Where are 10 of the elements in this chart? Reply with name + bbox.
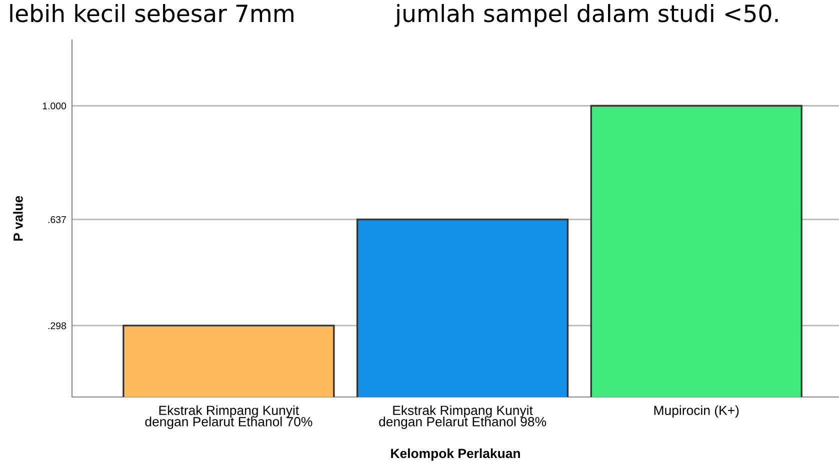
text: lebih kecil sebesar 7mm (10, 4, 294, 22)
x-tick-label: Ekstrak Rimpang Kunyit dengan Pelarut Ethanol 98% (379, 405, 546, 429)
y-tick-label: .298 (48, 322, 66, 330)
y-tick-label: .637 (48, 216, 66, 224)
y-tick-label: 1.000 (42, 102, 66, 110)
x-axis-title: Kelompok Perlakuan (391, 448, 520, 461)
x-tick-label: Mupirocin (K+) (654, 405, 739, 418)
x-tick-label: Ekstrak Rimpang Kunyit dengan Pelarut Ethanol 70% (145, 405, 312, 429)
y-axis-title: P value (13, 196, 23, 241)
text: jumlah sampel dalam studi <50. (394, 4, 778, 27)
